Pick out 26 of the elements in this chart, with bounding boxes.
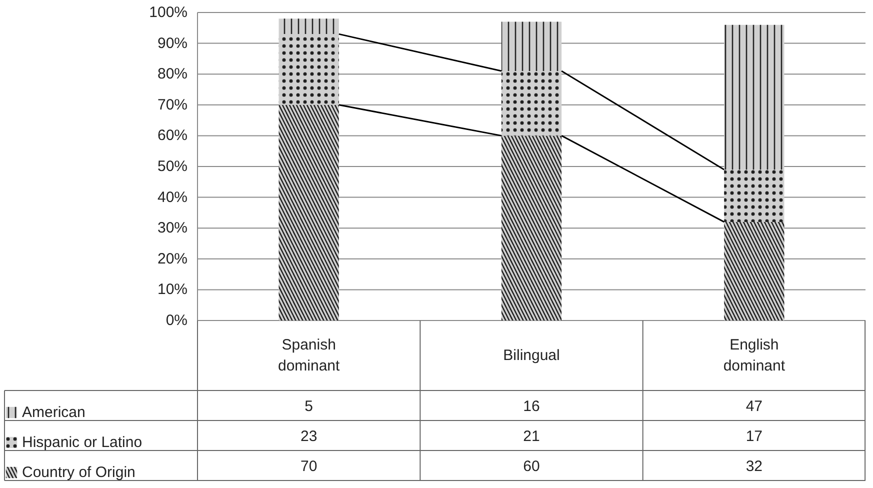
y-tick-label: 0% [166,312,188,329]
data-label: 32 [746,458,763,475]
data-label: 5 [304,398,314,415]
x-tick-label: Bilingual [503,347,560,364]
y-tick-label: 10% [157,281,188,298]
y-tick-label: 90% [157,34,188,52]
data-label: 47 [746,398,763,415]
y-tick-label: 80% [157,66,188,83]
x-tick-label: English dominant [723,336,786,375]
y-tick-label: 70% [157,96,188,114]
legend-label: Hispanic or Latino [22,432,142,452]
x-tick-label: Spanish dominant [278,336,341,375]
y-tick-label: 20% [157,250,188,268]
legend-label: American [22,402,86,422]
data-label: 17 [746,428,763,445]
y-tick-label: 50% [157,158,188,175]
data-label: 60 [523,458,540,475]
data-label: 70 [300,458,318,475]
data-label: 16 [523,398,540,415]
data-label: 23 [300,428,318,445]
y-tick-label: 100% [149,4,188,21]
y-tick-label: 30% [157,220,188,237]
y-tick-label: 40% [157,188,188,206]
legend-label: Country of Origin [22,462,136,482]
y-tick-label: 60% [157,127,188,144]
data-label: 21 [523,428,540,445]
